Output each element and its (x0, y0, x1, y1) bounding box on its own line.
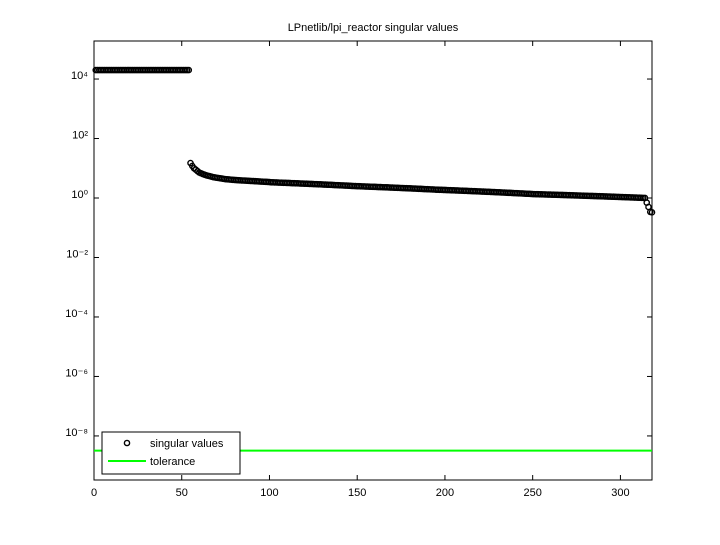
y-tick-label: 10² (72, 129, 88, 141)
plot-area (93, 40, 653, 481)
y-tick-label: 10⁻⁸ (65, 427, 88, 439)
legend-marker (123, 439, 131, 447)
legend-box (101, 431, 241, 475)
x-tick-label: 100 (260, 487, 278, 499)
x-tick-label: 0 (91, 487, 97, 499)
x-tick-label: 300 (611, 487, 629, 499)
legend-label: tolerance (150, 456, 195, 468)
y-tick-label: 10⁰ (71, 189, 88, 201)
y-tick-label: 10⁻² (66, 248, 88, 260)
marker (648, 209, 656, 216)
y-tick-label: 10⁴ (71, 70, 88, 82)
x-tick-label: 200 (436, 487, 454, 499)
x-tick-label: 50 (176, 487, 188, 499)
x-tick-label: 250 (523, 487, 541, 499)
y-tick-label: 10⁻⁴ (65, 308, 88, 320)
x-tick-label: 150 (348, 487, 366, 499)
y-tick-label: 10⁻⁶ (65, 367, 88, 379)
legend-label: singular values (150, 438, 224, 450)
marker (185, 66, 193, 74)
chart-title: LPnetlib/lpi_reactor singular values (288, 22, 459, 34)
